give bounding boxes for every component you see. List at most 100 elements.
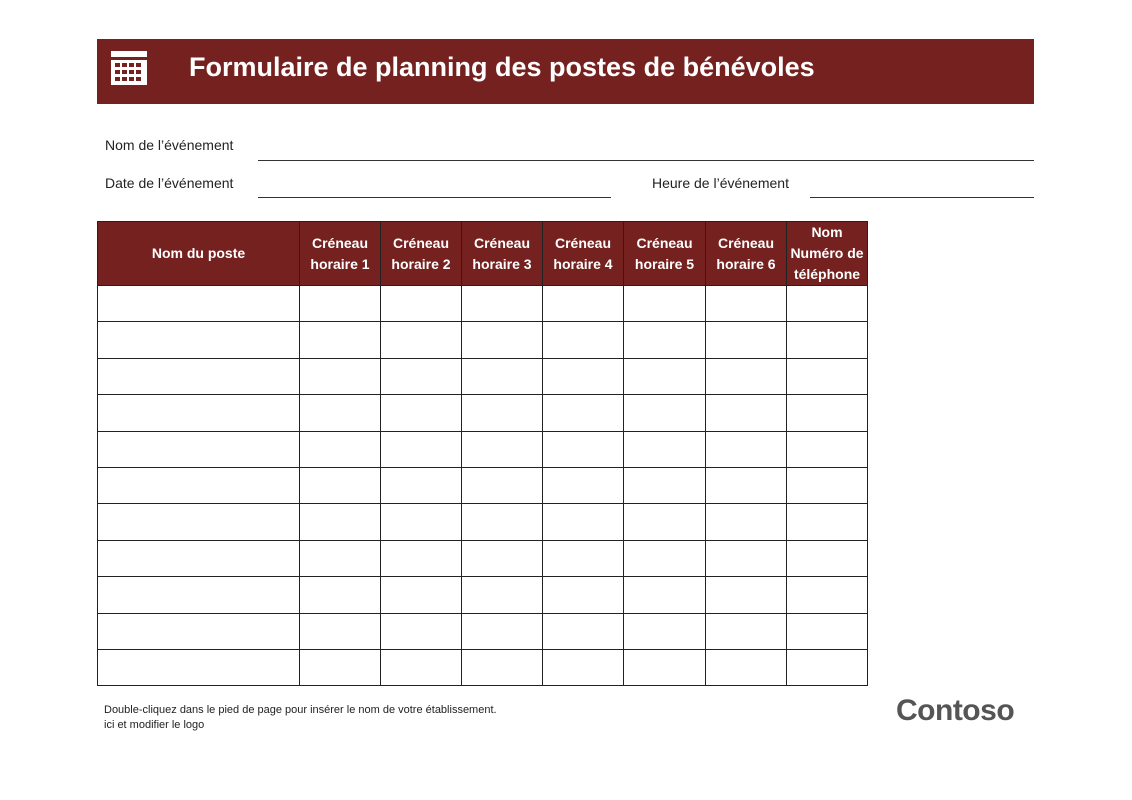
table-cell: [380, 648, 462, 687]
table-cell: [542, 357, 624, 396]
table-cell: [542, 576, 624, 614]
table-cell: [380, 466, 462, 505]
column-header: Nom Numéro de téléphone: [786, 221, 868, 286]
header-text: horaire 3: [472, 255, 532, 272]
table-row: [97, 357, 868, 396]
table-cell: [786, 357, 868, 396]
column-header: Nom du poste: [97, 221, 300, 286]
field-line: [258, 160, 1034, 161]
table-cell: [97, 394, 300, 432]
header-text: Créneau: [311, 234, 369, 251]
table-cell: [786, 648, 868, 687]
calendar-icon: [111, 51, 147, 85]
table-cell: [461, 503, 543, 541]
footer-text: Double-cliquez dans le pied de page pour…: [104, 704, 497, 716]
header-banner: [97, 39, 1034, 104]
column-header: Créneau horaire 5: [623, 221, 706, 286]
table-cell: [786, 284, 868, 323]
column-header: Créneau horaire 3: [461, 221, 543, 286]
table-cell: [542, 321, 624, 359]
table-cell: [97, 321, 300, 359]
header-text: Créneau: [636, 234, 693, 251]
table-cell: [461, 539, 543, 578]
header-text: Nom du poste: [151, 245, 246, 261]
table-cell: [542, 394, 624, 432]
table-row: [97, 612, 868, 650]
table-row: [97, 321, 868, 359]
table-cell: [299, 430, 381, 468]
table-cell: [97, 576, 300, 614]
column-header: Créneau horaire 2: [380, 221, 462, 286]
table-row: [97, 284, 868, 323]
table-cell: [461, 284, 543, 323]
table-cell: [299, 648, 381, 687]
table-cell: [705, 539, 787, 578]
table-cell: [623, 576, 706, 614]
table-cell: [786, 539, 868, 578]
table-cell: [705, 576, 787, 614]
title: Formulaire de planning des postes de bén…: [189, 52, 815, 82]
table-cell: [380, 394, 462, 432]
table-cell: [623, 430, 706, 468]
field-line: [258, 197, 611, 198]
column-header: Créneau horaire 1: [299, 221, 381, 286]
footer-text: ici et modifier le logo: [104, 719, 205, 731]
table-cell: [786, 430, 868, 468]
table-cell: [623, 321, 706, 359]
table-cell: [380, 503, 462, 541]
table-cell: [786, 466, 868, 505]
table-cell: [299, 321, 381, 359]
table-cell: [705, 466, 787, 505]
table-cell: [705, 612, 787, 650]
table-cell: [299, 576, 381, 614]
column-header: Créneau horaire 6: [705, 221, 787, 286]
table-cell: [542, 648, 624, 687]
table-cell: [623, 466, 706, 505]
header-text: horaire 4: [553, 255, 613, 272]
header-text: Créneau: [473, 234, 531, 251]
table-cell: [705, 321, 787, 359]
field-label: Date de l’événement: [105, 175, 234, 191]
table-cell: [380, 284, 462, 323]
table-cell: [380, 539, 462, 578]
table-cell: [461, 357, 543, 396]
table-cell: [461, 430, 543, 468]
field-label: Heure de l’événement: [652, 175, 789, 191]
table-cell: [461, 576, 543, 614]
schedule-table: Nom du poste Créneau horaire 1 Créneau horai…: [97, 221, 868, 687]
table-cell: [97, 466, 300, 505]
table-cell: [299, 612, 381, 650]
table-cell: [97, 539, 300, 578]
table-cell: [542, 284, 624, 323]
column-header: Créneau horaire 4: [542, 221, 624, 286]
table-cell: [97, 357, 300, 396]
table-row: [97, 430, 868, 468]
table-cell: [97, 430, 300, 468]
table-row: [97, 576, 868, 614]
table-cell: [299, 466, 381, 505]
table-row: [97, 648, 868, 687]
table-row: [97, 503, 868, 541]
field-label: Nom de l’événement: [105, 137, 234, 153]
table-cell: [623, 648, 706, 687]
field-line: [810, 197, 1034, 198]
table-cell: [461, 648, 543, 687]
header-text: Créneau: [392, 234, 450, 251]
table-cell: [786, 394, 868, 432]
table-cell: [623, 357, 706, 396]
table-cell: [299, 503, 381, 541]
table-cell: [705, 284, 787, 323]
table-cell: [461, 394, 543, 432]
table-cell: [786, 576, 868, 614]
table-cell: [705, 503, 787, 541]
table-cell: [299, 394, 381, 432]
table-cell: [299, 284, 381, 323]
table-cell: [623, 612, 706, 650]
table-row: [97, 466, 868, 505]
header-text: Créneau: [554, 234, 612, 251]
table-cell: [786, 612, 868, 650]
header-text: horaire 1: [310, 255, 370, 272]
table-cell: [705, 648, 787, 687]
header-text: horaire 5: [634, 255, 695, 272]
